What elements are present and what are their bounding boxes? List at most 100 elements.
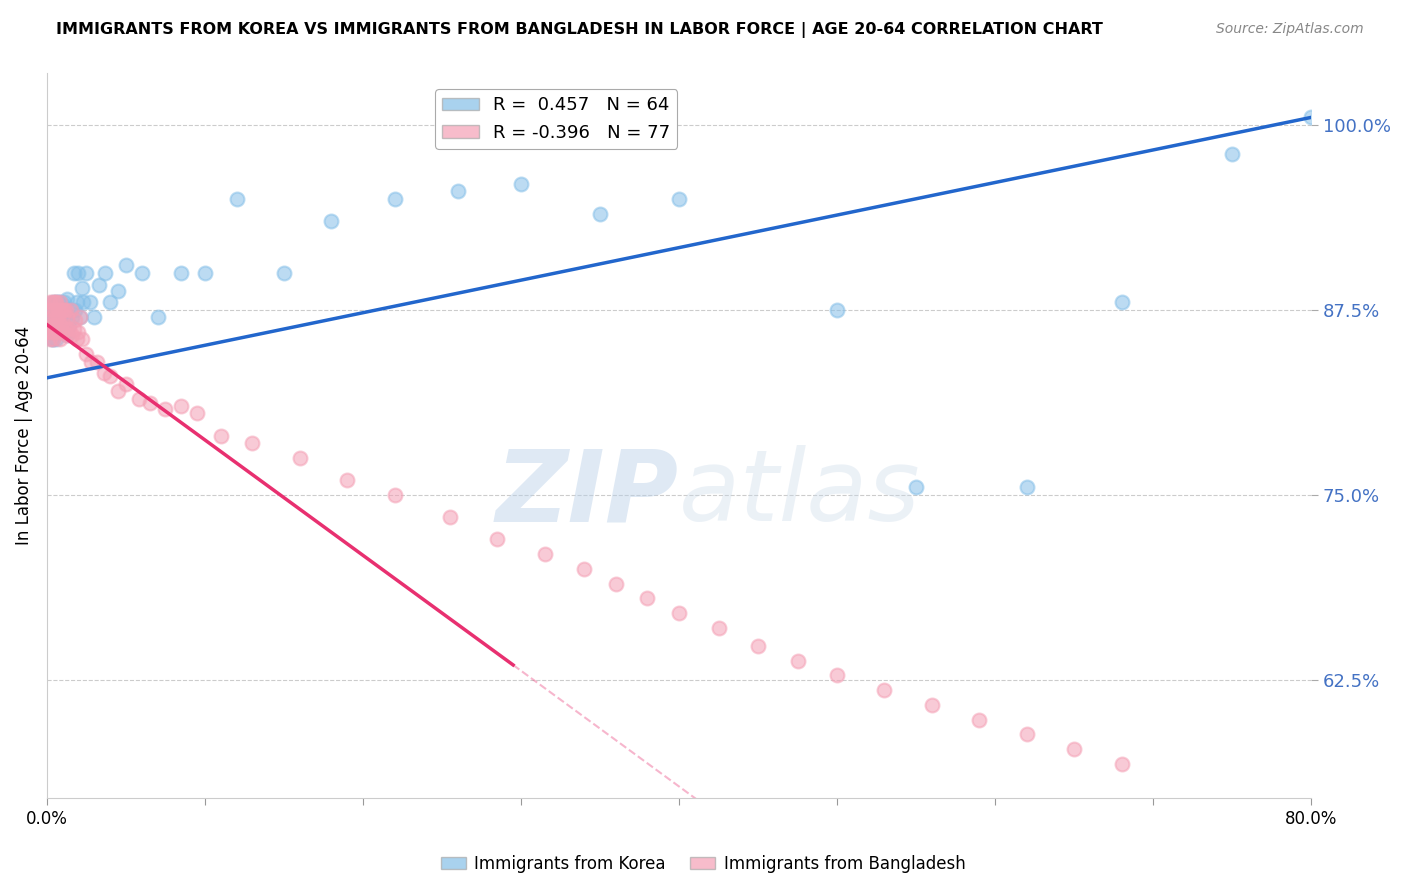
Point [825, 302, 848, 317]
Point [225, 192, 247, 206]
Point [46, 295, 69, 310]
Point [510, 177, 533, 191]
Text: IMMIGRANTS FROM KOREA VS IMMIGRANTS FROM BANGLADESH IN LABOR FORCE | AGE 20-64 C: IMMIGRANTS FROM KOREA VS IMMIGRANTS FROM… [56, 22, 1104, 38]
Point [48, 295, 70, 310]
Point [44, 325, 66, 339]
Point [321, 214, 343, 228]
Point [707, 621, 730, 635]
Point [37, 302, 59, 317]
Point [70, 280, 93, 294]
Point [53, 295, 76, 310]
Point [240, 436, 263, 450]
Point [46, 310, 69, 325]
Point [384, 192, 406, 206]
Point [49, 325, 72, 339]
Point [52, 322, 75, 336]
Point [486, 532, 509, 546]
Point [48, 318, 70, 332]
Point [46, 302, 69, 317]
Point [66, 295, 89, 310]
Point [37, 325, 59, 339]
Point [668, 606, 690, 620]
Point [1015, 727, 1038, 741]
Point [93, 367, 115, 381]
Point [42, 332, 65, 346]
Point [39, 318, 62, 332]
Point [62, 322, 84, 336]
Point [747, 639, 769, 653]
Point [59, 302, 82, 317]
Legend: R =  0.457   N = 64, R = -0.396   N = 77: R = 0.457 N = 64, R = -0.396 N = 77 [436, 89, 678, 149]
Point [1111, 757, 1133, 772]
Point [42, 295, 65, 310]
Point [58, 322, 80, 336]
Point [80, 354, 103, 368]
Point [56, 327, 79, 342]
Point [574, 562, 596, 576]
Point [48, 325, 70, 339]
Point [1301, 111, 1323, 125]
Point [131, 266, 153, 280]
Point [69, 310, 91, 325]
Point [53, 325, 76, 339]
Point [447, 185, 470, 199]
Point [75, 347, 97, 361]
Point [39, 295, 62, 310]
Point [98, 295, 121, 310]
Text: Source: ZipAtlas.com: Source: ZipAtlas.com [1216, 22, 1364, 37]
Point [69, 310, 91, 325]
Y-axis label: In Labor Force | Age 20-64: In Labor Force | Age 20-64 [15, 326, 32, 545]
Point [42, 310, 65, 325]
Point [42, 295, 65, 310]
Point [83, 310, 105, 325]
Point [70, 332, 93, 346]
Point [41, 302, 63, 317]
Point [75, 266, 97, 280]
Point [67, 325, 90, 339]
Point [439, 510, 461, 524]
Point [668, 192, 690, 206]
Point [170, 266, 193, 280]
Point [1015, 480, 1038, 494]
Point [1220, 147, 1243, 161]
Point [533, 547, 555, 561]
Point [56, 293, 79, 307]
Point [1063, 742, 1085, 756]
Point [39, 310, 62, 325]
Point [45, 295, 67, 310]
Point [273, 266, 295, 280]
Point [873, 683, 896, 698]
Point [72, 295, 94, 310]
Point [107, 284, 129, 298]
Point [45, 310, 67, 325]
Point [115, 376, 138, 391]
Point [384, 488, 406, 502]
Point [45, 295, 67, 310]
Point [44, 302, 66, 317]
Point [825, 668, 848, 682]
Point [636, 591, 658, 606]
Point [41, 310, 63, 325]
Point [56, 327, 79, 342]
Point [41, 302, 63, 317]
Point [65, 302, 87, 317]
Point [67, 266, 90, 280]
Point [107, 384, 129, 399]
Point [336, 473, 359, 487]
Point [66, 332, 89, 346]
Point [56, 310, 79, 325]
Legend: Immigrants from Korea, Immigrants from Bangladesh: Immigrants from Korea, Immigrants from B… [434, 848, 972, 880]
Point [52, 325, 75, 339]
Point [170, 399, 193, 413]
Point [44, 302, 66, 317]
Point [288, 450, 311, 465]
Point [49, 302, 72, 317]
Point [86, 354, 108, 368]
Text: ZIP: ZIP [496, 445, 679, 542]
Point [65, 313, 87, 327]
Point [60, 327, 83, 342]
Point [48, 295, 70, 310]
Point [60, 310, 83, 325]
Point [138, 396, 160, 410]
Point [48, 332, 70, 346]
